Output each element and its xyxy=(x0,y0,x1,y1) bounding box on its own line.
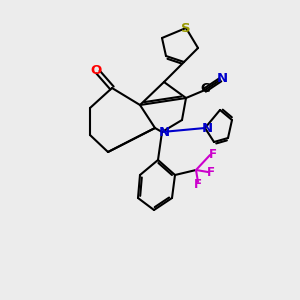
Text: N: N xyxy=(201,122,213,134)
Text: F: F xyxy=(194,178,202,191)
Text: O: O xyxy=(90,64,102,76)
Text: N: N xyxy=(216,71,228,85)
Text: F: F xyxy=(209,148,217,161)
Text: S: S xyxy=(181,22,191,34)
Text: F: F xyxy=(207,166,215,178)
Text: C: C xyxy=(200,82,210,94)
Text: N: N xyxy=(158,125,169,139)
